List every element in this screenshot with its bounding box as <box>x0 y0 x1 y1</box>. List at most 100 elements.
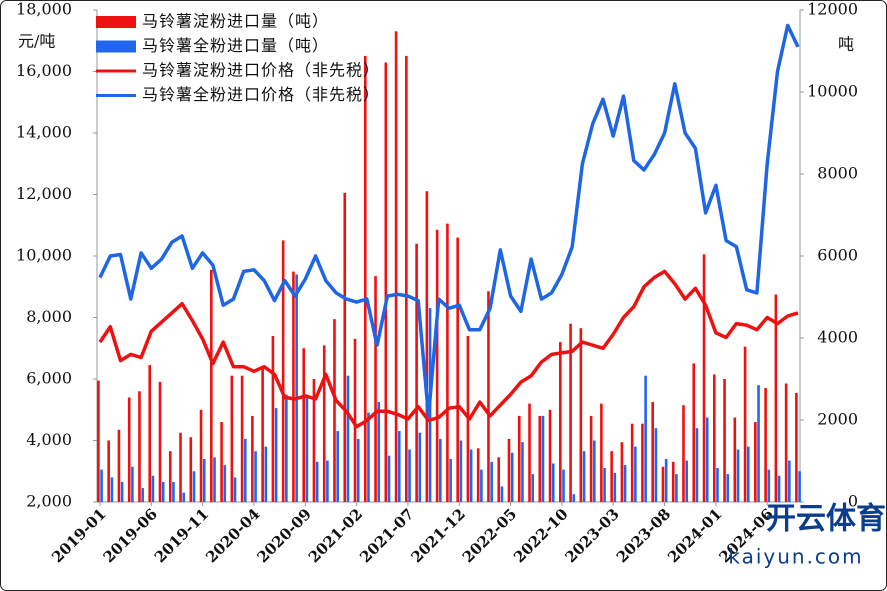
bar <box>100 469 103 502</box>
line <box>98 23 800 418</box>
legend-swatch <box>96 16 136 28</box>
bar <box>449 458 452 502</box>
bar <box>384 62 388 502</box>
bar <box>671 461 675 502</box>
bar <box>712 374 716 502</box>
bar <box>497 457 501 502</box>
bar <box>131 466 134 502</box>
bar <box>695 428 699 502</box>
bar <box>374 276 377 502</box>
bar <box>251 415 254 502</box>
bar <box>654 428 658 502</box>
y2-tick-label: 2000 <box>817 410 858 429</box>
legend-swatch <box>96 40 136 53</box>
bar <box>777 475 781 502</box>
bar <box>326 460 329 502</box>
bar <box>343 192 347 503</box>
bar <box>507 438 511 502</box>
bar <box>213 457 216 502</box>
bar <box>510 452 514 502</box>
bar <box>254 451 257 502</box>
bar <box>613 472 617 502</box>
bar <box>569 323 572 502</box>
bar <box>500 486 504 502</box>
bar <box>281 240 285 503</box>
bar <box>199 409 203 502</box>
bar <box>480 469 483 502</box>
bar <box>274 408 278 502</box>
bar <box>120 481 124 502</box>
bar <box>387 455 391 502</box>
bar <box>210 269 213 502</box>
bar <box>182 492 186 502</box>
y-tick-label: 6,000 <box>26 369 72 388</box>
bar <box>476 448 480 502</box>
bar <box>579 328 583 502</box>
bar <box>521 442 524 502</box>
bar <box>623 465 627 502</box>
bar <box>630 423 634 502</box>
bar <box>107 440 110 502</box>
bar <box>593 440 596 502</box>
bar <box>538 415 542 502</box>
bar <box>764 388 767 502</box>
y2-tick-label: 0 <box>848 492 858 511</box>
bar <box>572 494 576 502</box>
bar <box>589 415 593 502</box>
bar <box>264 446 268 502</box>
bar <box>158 381 162 502</box>
bar <box>223 465 227 502</box>
bar <box>551 463 555 502</box>
bar <box>651 401 654 502</box>
legend-label: 马铃薯全粉进口量（吨） <box>142 36 329 55</box>
bar <box>333 319 336 502</box>
bar <box>405 55 408 503</box>
bar <box>322 345 326 502</box>
bar <box>528 403 531 502</box>
bar <box>138 391 141 502</box>
bar <box>784 383 788 502</box>
bar <box>603 467 606 502</box>
bar <box>435 229 439 502</box>
bar <box>425 191 429 502</box>
bar <box>271 335 275 502</box>
bar <box>743 346 747 502</box>
bar <box>439 438 442 502</box>
legend-label: 马铃薯全粉进口价格（非先税） <box>142 85 380 104</box>
y-tick-label: 4,000 <box>26 430 72 449</box>
bar <box>726 474 730 502</box>
y2-unit: 吨 <box>838 35 854 54</box>
bar <box>302 348 305 502</box>
bar <box>312 379 316 502</box>
bar <box>220 422 223 502</box>
bar <box>531 474 535 502</box>
bar <box>774 294 778 502</box>
y-tick-label: 12,000 <box>16 184 72 203</box>
bar <box>675 474 678 502</box>
bar <box>795 392 798 502</box>
bar <box>446 223 449 503</box>
bar <box>292 271 295 502</box>
bar <box>230 375 234 502</box>
bar <box>767 469 771 502</box>
bar <box>562 469 565 502</box>
bar <box>367 412 370 502</box>
bar <box>127 397 131 502</box>
y2-tick-label: 4000 <box>817 328 858 347</box>
bar <box>754 422 757 502</box>
bar <box>641 423 644 502</box>
bar <box>469 449 473 502</box>
y2-tick-label: 8000 <box>817 164 858 183</box>
bar <box>798 471 801 502</box>
bar <box>692 363 696 502</box>
y-tick-label: 16,000 <box>16 61 72 80</box>
bar <box>716 467 719 502</box>
bar <box>305 394 309 502</box>
bar <box>363 55 367 503</box>
y-tick-label: 8,000 <box>26 307 72 326</box>
bar <box>517 415 521 502</box>
bar <box>394 31 398 502</box>
bar <box>97 380 100 502</box>
legend-label: 马铃薯淀粉进口量（吨） <box>142 12 329 31</box>
bar <box>490 461 493 502</box>
